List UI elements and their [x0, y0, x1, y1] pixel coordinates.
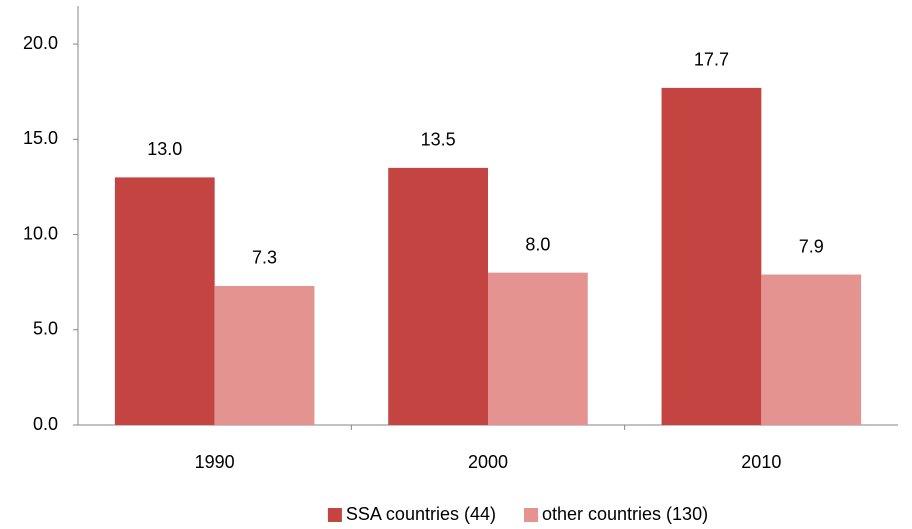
- value-label: 13.5: [421, 130, 456, 150]
- value-label: 7.3: [252, 248, 277, 268]
- value-label: 7.9: [799, 236, 824, 256]
- legend-swatch: [327, 508, 342, 522]
- bar: [761, 274, 862, 425]
- value-label: 17.7: [694, 50, 729, 70]
- bar: [114, 177, 215, 425]
- x-tick-label: 1990: [195, 452, 235, 472]
- value-label: 8.0: [525, 234, 550, 254]
- legend-label: other countries (130): [542, 504, 708, 524]
- bar: [661, 87, 762, 426]
- legend-label: SSA countries (44): [346, 504, 496, 524]
- x-tick-label: 2000: [468, 452, 508, 472]
- y-tick-label: 15.0: [23, 128, 58, 148]
- value-label: 13.0: [147, 139, 182, 159]
- bar: [488, 272, 588, 425]
- bar: [214, 285, 315, 425]
- y-tick-label: 0.0: [33, 414, 58, 434]
- y-tick-label: 10.0: [23, 223, 58, 243]
- y-tick-label: 20.0: [23, 33, 58, 53]
- y-tick-label: 5.0: [33, 319, 58, 339]
- x-tick-label: 2010: [741, 452, 781, 472]
- bar: [388, 167, 488, 426]
- legend-swatch: [523, 508, 538, 522]
